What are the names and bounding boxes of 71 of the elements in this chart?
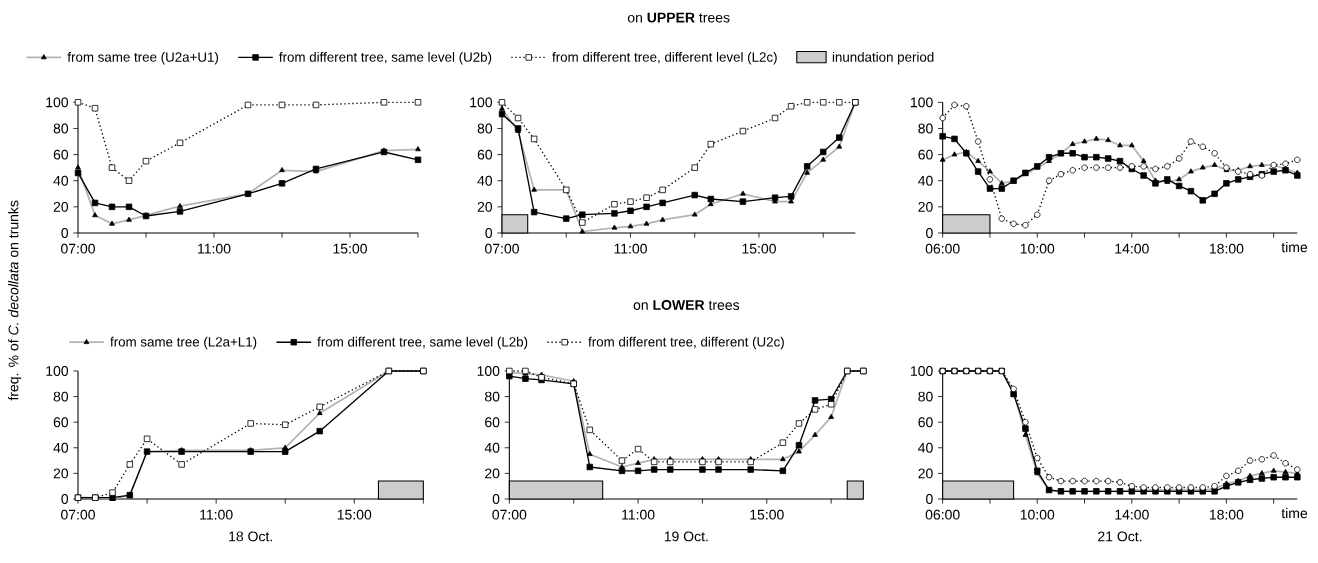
x-tick-label: 11:00	[622, 509, 655, 520]
x-tick-label: 07:00	[61, 243, 95, 254]
x-tick-label: 11:00	[614, 243, 647, 254]
y-tick-label: 20	[485, 468, 500, 479]
legend-label: from same tree (U2a+U1)	[67, 51, 219, 65]
y-tick-label: 0	[61, 228, 69, 238]
y-tick-label: 40	[53, 175, 69, 186]
x-tick-label: 07:00	[61, 509, 95, 520]
x-tick-label: 14:00	[1115, 243, 1149, 254]
legend-label: from different tree, different (U2c)	[588, 336, 784, 350]
x-tick-label: 06:00	[925, 243, 960, 254]
y-tick-label: 80	[53, 391, 69, 402]
y-tick-label: 0	[485, 228, 493, 238]
text: inundation period	[832, 51, 934, 65]
y-tick-label: 100	[46, 97, 69, 108]
y-tick-label: 60	[918, 149, 933, 160]
chart-title: on LOWER trees	[633, 300, 740, 310]
x-tick-label: 18:00	[1209, 243, 1244, 254]
y-tick-label: 20	[918, 468, 933, 479]
y-tick-label: 100	[470, 97, 493, 108]
legend-label: from different tree, same level (U2b)	[279, 51, 492, 65]
legend-label: from same tree (L2a+L1)	[110, 336, 257, 350]
y-tick-label: 0	[61, 494, 69, 504]
y-tick-label: 20	[918, 201, 933, 212]
y-tick-label: 80	[53, 123, 69, 134]
y-tick-label: 0	[926, 494, 933, 504]
y-tick-label: 40	[477, 175, 493, 186]
x-axis-title: 19 Oct.	[664, 531, 708, 542]
y-tick-label: 0	[926, 228, 933, 238]
y-tick-label: 40	[918, 442, 933, 453]
x-tick-label: 14:00	[1115, 509, 1149, 520]
legend-label: from different tree, different level (L2c)	[552, 51, 777, 65]
legend-label: from different tree, same level (L2b)	[317, 336, 528, 350]
x-axis-title: 21 Oct.	[1098, 531, 1142, 542]
x-tick-label: 11:00	[198, 243, 231, 254]
x-tick-label: 10:00	[1020, 509, 1055, 520]
y-tick-label: 80	[918, 123, 933, 134]
x-tick-label: 15:00	[333, 243, 367, 254]
y-tick-label: 100	[477, 366, 500, 376]
y-tick-label: 20	[53, 468, 69, 479]
y-tick-label: 100	[911, 97, 933, 108]
x-tick-label: 06:00	[925, 509, 960, 520]
y-tick-label: 80	[918, 391, 933, 402]
y-tick-label: 60	[485, 417, 500, 428]
x-tick-label: 11:00	[200, 509, 233, 520]
y-axis-title: freq. % of C. decollata on trunks	[8, 200, 22, 401]
x-tick-label: 15:00	[337, 509, 372, 520]
chart-title: on UPPER trees	[627, 12, 730, 23]
x-tick-label: 10:00	[1020, 243, 1055, 254]
y-tick-label: 100	[911, 366, 933, 376]
y-tick-label: 0	[492, 494, 500, 504]
x-tick-label: 07:00	[492, 509, 527, 520]
text: time	[1281, 507, 1308, 519]
y-tick-label: 100	[46, 366, 69, 376]
x-tick-label: 15:00	[742, 243, 776, 254]
x-tick-label: 18:00	[1209, 509, 1244, 520]
y-tick-label: 60	[918, 417, 933, 428]
x-tick-label: 07:00	[485, 243, 519, 254]
y-tick-label: 60	[53, 149, 69, 160]
y-tick-label: 60	[53, 417, 69, 428]
y-tick-label: 80	[477, 123, 493, 134]
x-tick-label: 15:00	[750, 509, 784, 520]
y-tick-label: 80	[485, 391, 500, 402]
text: time	[1281, 241, 1308, 253]
y-tick-label: 40	[53, 442, 69, 453]
y-tick-label: 20	[477, 201, 493, 212]
y-tick-label: 20	[53, 201, 69, 212]
x-axis-title: 18 Oct.	[229, 531, 272, 542]
y-tick-label: 40	[484, 442, 500, 453]
y-tick-label: 40	[918, 175, 933, 186]
y-tick-label: 60	[477, 149, 493, 160]
